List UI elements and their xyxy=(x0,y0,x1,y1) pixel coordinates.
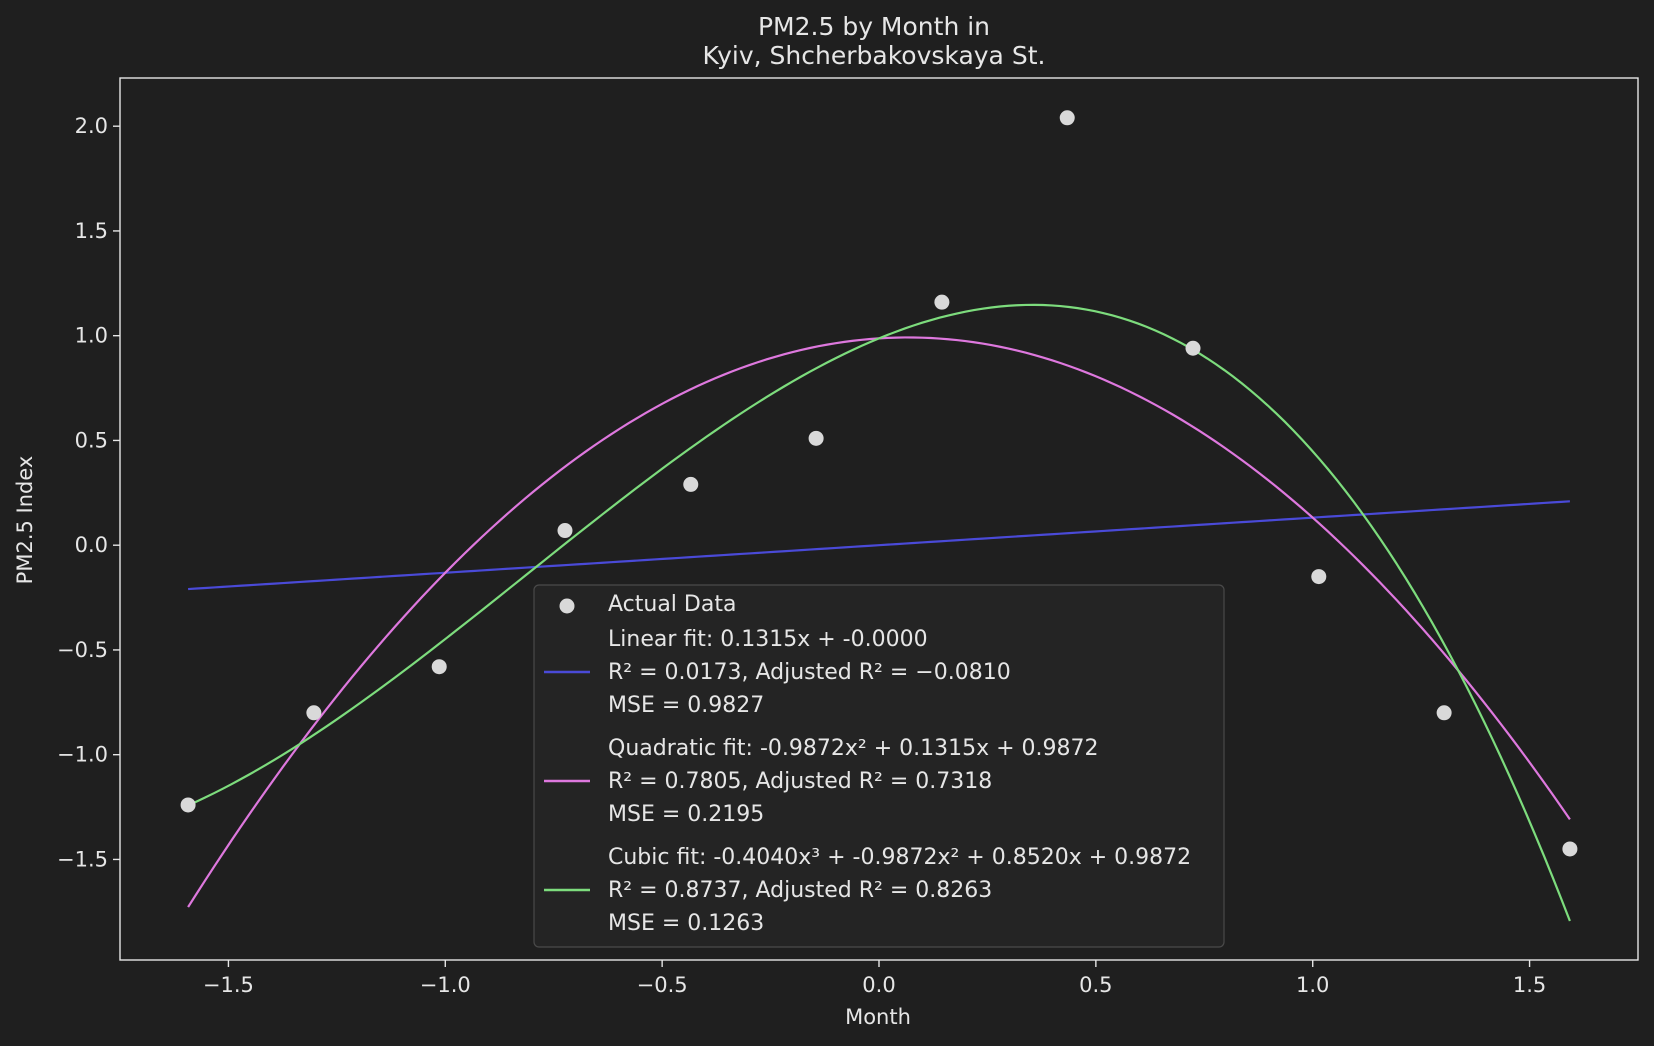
y-tick-label: 0.0 xyxy=(75,533,108,557)
x-axis-label: Month xyxy=(845,1005,911,1029)
legend-entry: Actual Data xyxy=(608,592,736,617)
y-tick-label: 1.0 xyxy=(75,324,108,348)
data-point xyxy=(180,797,196,813)
data-point xyxy=(808,430,824,446)
legend-entry: MSE = 0.9827 xyxy=(608,693,764,718)
series-layer xyxy=(180,110,1578,922)
y-axis-label: PM2.5 Index xyxy=(13,456,37,585)
data-point xyxy=(1059,110,1075,126)
x-tick-label: −1.0 xyxy=(420,973,471,997)
legend-entry: MSE = 0.1263 xyxy=(608,911,764,936)
y-tick-label: −1.0 xyxy=(57,743,108,767)
legend-entry: Quadratic fit: -0.9872x² + 0.1315x + 0.9… xyxy=(608,736,1099,761)
legend: Actual Data Linear fit: 0.1315x + -0.0000… xyxy=(533,584,1225,948)
legend-entry: R² = 0.7805, Adjusted R² = 0.7318 xyxy=(608,769,992,794)
chart-title: PM2.5 by Month in xyxy=(758,12,990,41)
data-point xyxy=(557,523,573,539)
x-tick-label: 1.5 xyxy=(1513,973,1546,997)
data-point xyxy=(683,476,699,492)
legend-entry: MSE = 0.2195 xyxy=(608,802,764,827)
data-point xyxy=(431,659,447,675)
fit-line xyxy=(188,500,1570,591)
x-tick-label: 1.0 xyxy=(1296,973,1329,997)
data-point xyxy=(1436,705,1452,721)
data-point xyxy=(934,294,950,310)
plot-frame xyxy=(119,77,1639,961)
legend-entry: R² = 0.0173, Adjusted R² = −0.0810 xyxy=(608,660,1011,685)
data-point xyxy=(1311,569,1327,585)
x-tick-label: −1.5 xyxy=(203,973,254,997)
legend-entry: Cubic fit: -0.4040x³ + -0.9872x² + 0.852… xyxy=(608,845,1191,870)
chart-subtitle: Kyiv, Shcherbakovskaya St. xyxy=(703,41,1046,70)
y-tick-label: 0.5 xyxy=(75,428,108,452)
legend-entry: Linear fit: 0.1315x + -0.0000 xyxy=(608,627,928,652)
x-tick-label: 0.0 xyxy=(862,973,895,997)
legend-entry: R² = 0.8737, Adjusted R² = 0.8263 xyxy=(608,878,992,903)
x-tick-label: 0.5 xyxy=(1079,973,1112,997)
y-tick-label: −1.5 xyxy=(57,847,108,871)
data-point xyxy=(1562,841,1578,857)
legend-box xyxy=(533,584,1225,948)
data-point xyxy=(1185,340,1201,356)
y-tick-label: 2.0 xyxy=(75,114,108,138)
y-tick-label: −0.5 xyxy=(57,638,108,662)
y-tick-label: 1.5 xyxy=(75,219,108,243)
fit-line xyxy=(187,303,1571,922)
data-point xyxy=(306,705,322,721)
x-tick-label: −0.5 xyxy=(637,973,688,997)
legend-marker xyxy=(559,598,575,614)
